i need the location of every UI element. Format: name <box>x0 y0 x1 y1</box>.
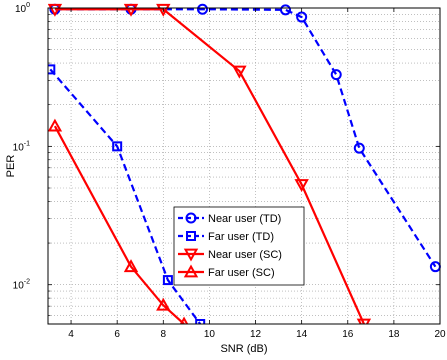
series-line <box>54 8 365 324</box>
y-axis-label: PER <box>5 155 17 178</box>
x-axis-label: SNR (dB) <box>220 343 267 355</box>
data-point-marker <box>195 319 206 324</box>
series-2 <box>48 64 206 324</box>
series-layer <box>48 3 441 324</box>
plot-frame <box>47 7 441 325</box>
x-tick-label: 12 <box>250 329 262 340</box>
data-point-marker <box>280 4 292 16</box>
data-point-marker <box>162 275 173 286</box>
series-4 <box>48 118 189 324</box>
legend-marker <box>186 231 196 241</box>
data-point-marker <box>156 3 171 17</box>
legend: Near user (TD) Far user (TD) Near user (SC… <box>173 206 305 286</box>
legend-marker <box>183 264 199 278</box>
legend-label: Near user (TD) <box>208 213 281 225</box>
y-tick-label: 10-1 <box>13 140 30 153</box>
data-point-marker <box>353 142 365 154</box>
data-point-marker <box>48 118 63 132</box>
x-tick-label: 6 <box>114 329 120 340</box>
x-tick-label: 4 <box>68 329 74 340</box>
data-point-marker <box>179 316 189 324</box>
data-point-marker <box>294 179 309 193</box>
legend-label: Near user (SC) <box>208 249 282 261</box>
x-tick-label: 10 <box>204 329 216 340</box>
x-tick-label: 14 <box>296 329 308 340</box>
data-point-marker <box>156 297 171 311</box>
x-tick-label: 18 <box>388 329 400 340</box>
data-point-marker <box>123 3 139 17</box>
x-tick-label: 20 <box>434 329 446 340</box>
data-point-marker <box>330 69 342 81</box>
series-line <box>49 68 202 324</box>
y-tick-label: 100 <box>15 2 30 15</box>
data-point-marker <box>196 3 208 15</box>
x-tick-label: 16 <box>342 329 354 340</box>
axis-ticks: 4 6 8 10 12 14 16 18 20 100 10-1 10-2 <box>13 2 446 340</box>
series-line <box>53 125 185 324</box>
data-point-marker <box>48 64 56 75</box>
series-3 <box>48 3 372 324</box>
legend-label: Far user (SC) <box>208 267 275 279</box>
legend-marker <box>183 248 199 262</box>
legend-label: Far user (TD) <box>208 231 274 243</box>
data-point-marker <box>123 259 139 273</box>
data-point-marker <box>296 11 308 23</box>
data-point-marker <box>112 141 123 152</box>
data-point-marker <box>48 3 63 17</box>
y-tick-label: 10-2 <box>13 279 30 292</box>
data-point-marker <box>232 65 247 79</box>
data-point-marker <box>356 318 372 324</box>
x-tick-label: 8 <box>161 329 167 340</box>
legend-marker <box>185 212 197 224</box>
